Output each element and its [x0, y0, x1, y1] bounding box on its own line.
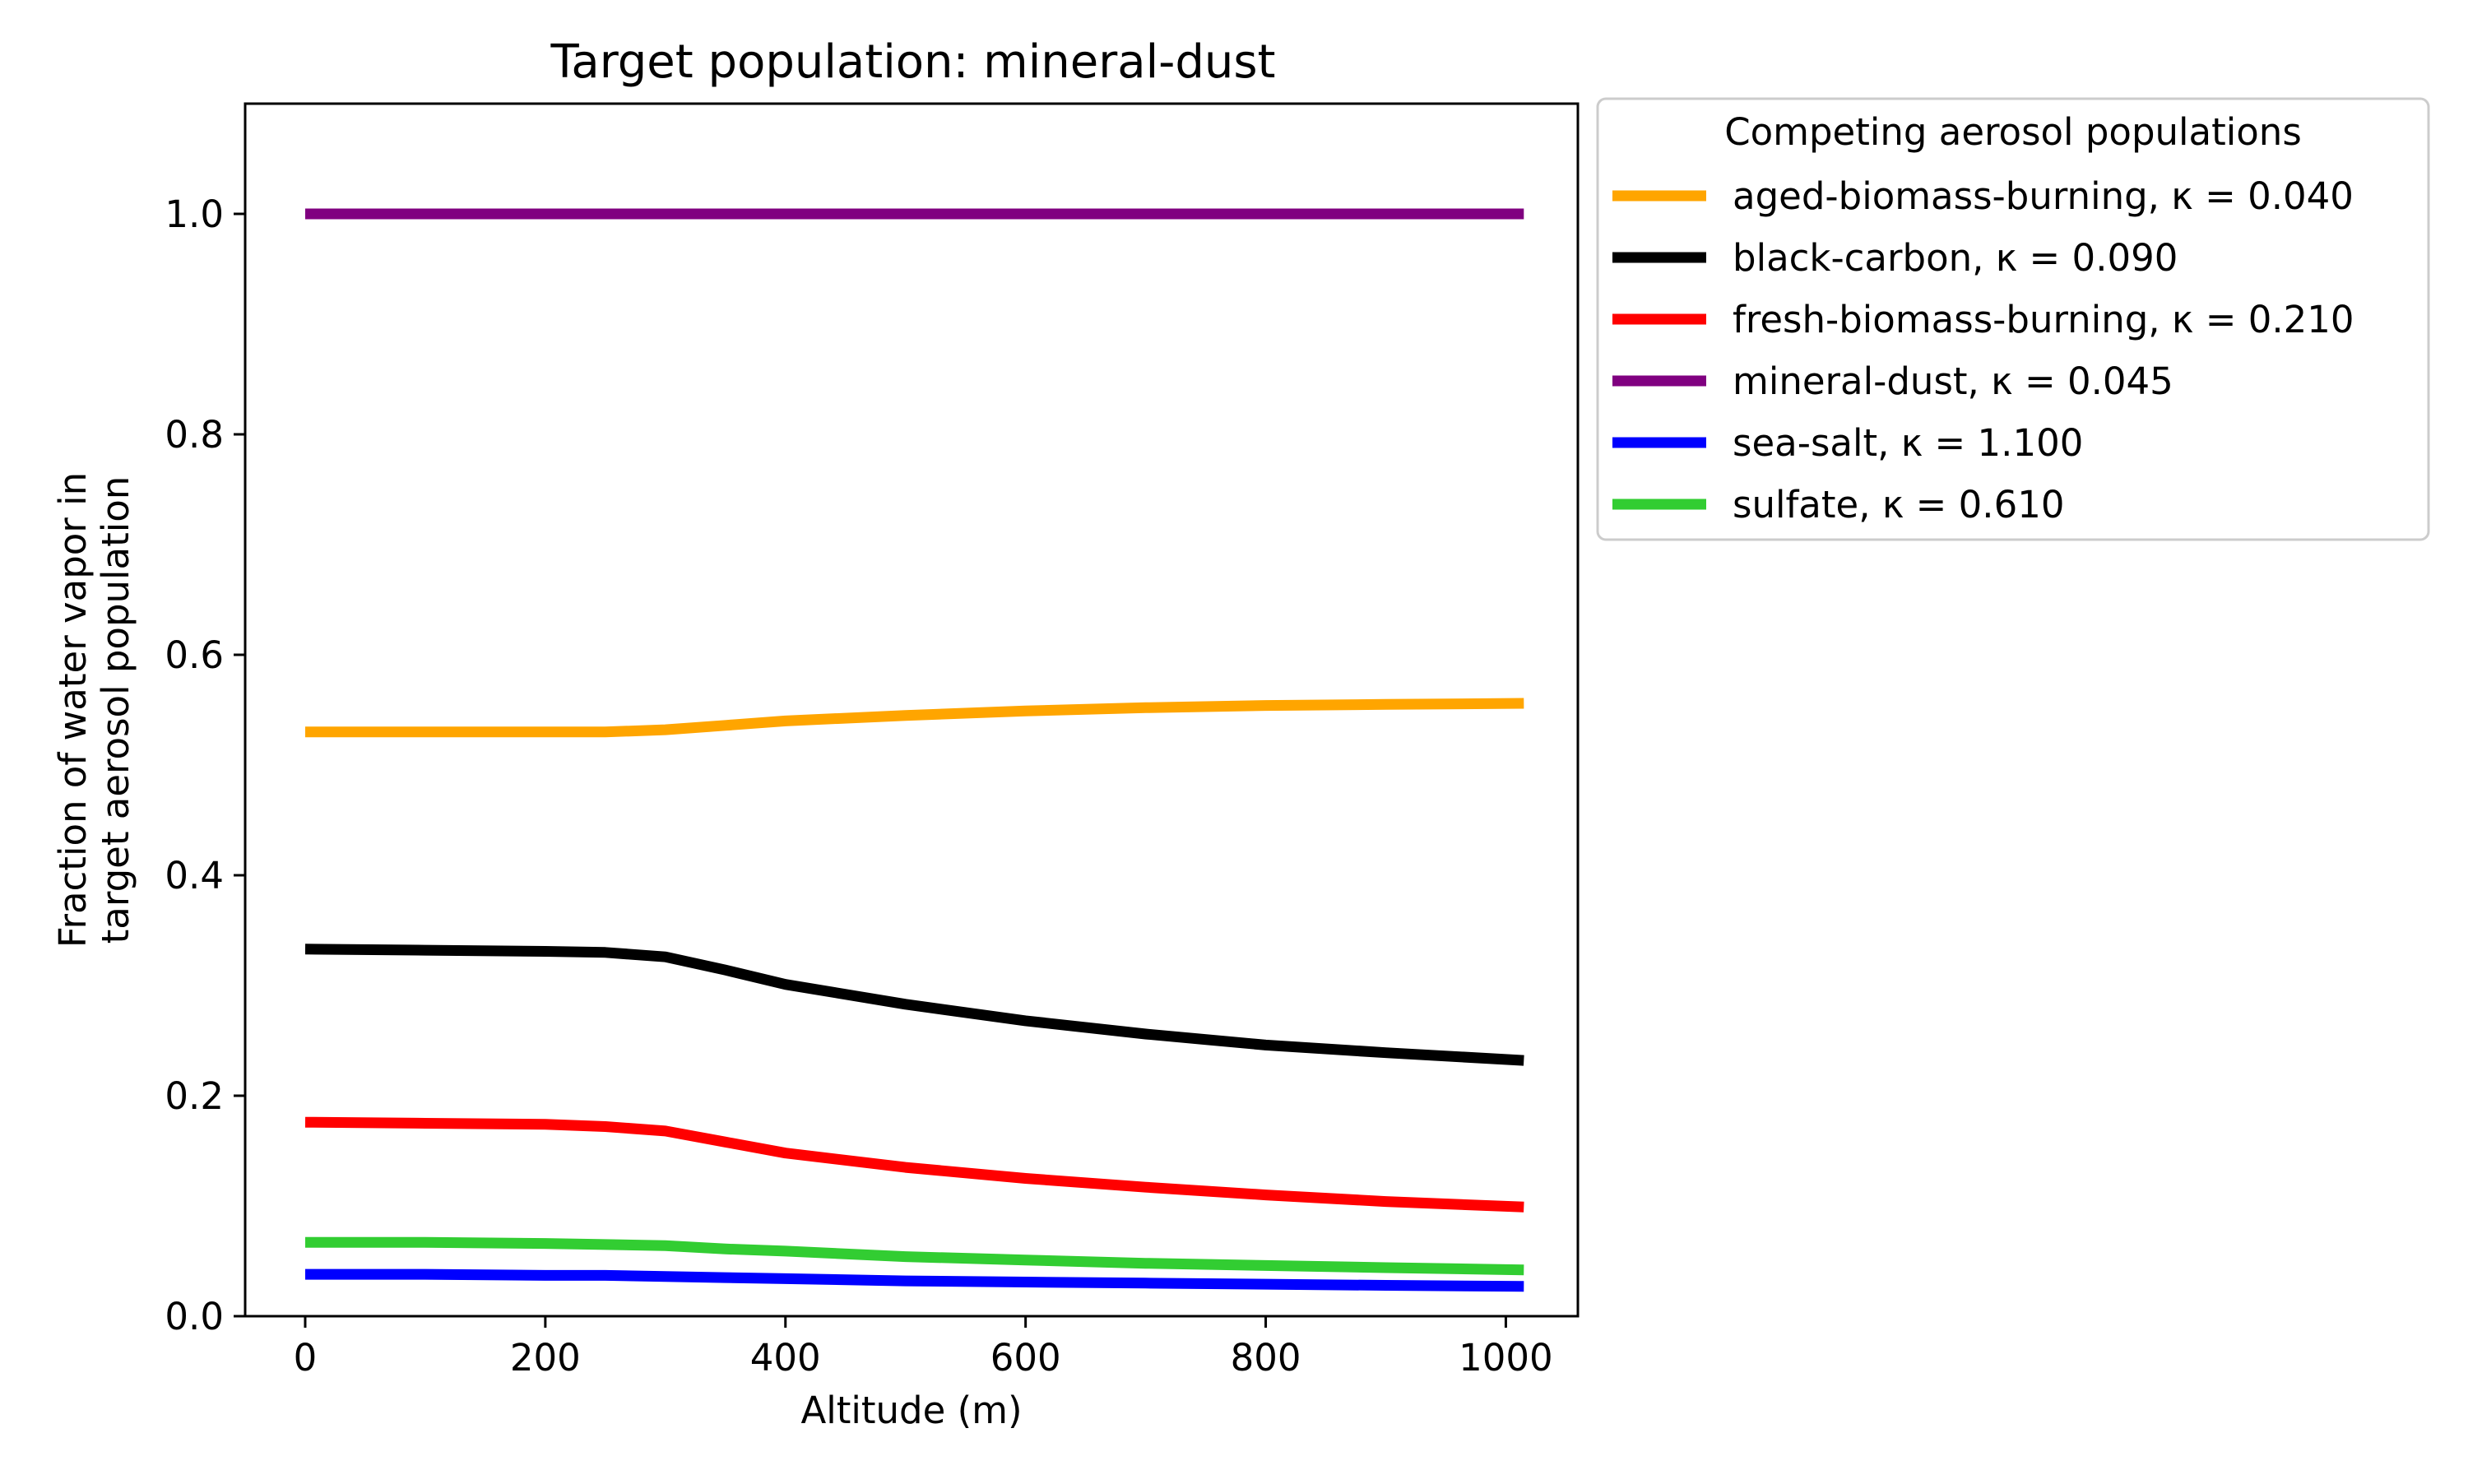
- y-tick-label: 0.4: [165, 854, 224, 897]
- series-line-aged-biomass-burning: [305, 698, 1524, 738]
- y-tick-label: 0.2: [165, 1074, 224, 1118]
- x-tick-label: 600: [990, 1336, 1061, 1380]
- series-line-sea-salt: [305, 1268, 1524, 1292]
- y-axis-label: Fraction of water vapor in target aeroso…: [51, 472, 137, 948]
- y-tick-label: 0.6: [165, 633, 224, 677]
- legend-title: Competing aerosol populations: [1724, 110, 2302, 154]
- x-axis-label: Altitude (m): [800, 1389, 1022, 1432]
- legend-box: [1596, 97, 2430, 541]
- series-line-sulfate: [305, 1236, 1524, 1276]
- y-axis-label-line-2: target aerosol population: [94, 476, 137, 944]
- plot-frame: [244, 102, 1580, 1318]
- y-tick-label: 0.0: [165, 1295, 224, 1338]
- x-tick-label: 400: [750, 1336, 821, 1380]
- legend-label-aged-biomass-burning: aged-biomass-burning, κ = 0.040: [1733, 174, 2354, 218]
- series-line-black-carbon: [304, 944, 1524, 1066]
- chart-title: Target population: mineral-dust: [550, 35, 1275, 89]
- y-axis-label-line-1: Fraction of water vapor in: [51, 472, 95, 948]
- series-line-fresh-biomass-burning: [304, 1116, 1524, 1213]
- x-tick-label: 1000: [1459, 1336, 1553, 1380]
- y-tick-label: 0.8: [165, 413, 224, 457]
- legend-label-black-carbon: black-carbon, κ = 0.090: [1733, 236, 2178, 280]
- legend-label-sea-salt: sea-salt, κ = 1.100: [1733, 421, 2083, 465]
- x-tick-label: 200: [510, 1336, 581, 1380]
- legend-label-fresh-biomass-burning: fresh-biomass-burning, κ = 0.210: [1733, 298, 2354, 341]
- legend-label-sulfate: sulfate, κ = 0.610: [1733, 483, 2064, 526]
- y-tick-label: 1.0: [165, 192, 224, 236]
- x-tick-label: 0: [294, 1336, 318, 1380]
- legend: Competing aerosol populations aged-bioma…: [1596, 97, 2430, 541]
- legend-label-mineral-dust: mineral-dust, κ = 0.045: [1733, 359, 2173, 403]
- x-tick-label: 800: [1231, 1336, 1301, 1380]
